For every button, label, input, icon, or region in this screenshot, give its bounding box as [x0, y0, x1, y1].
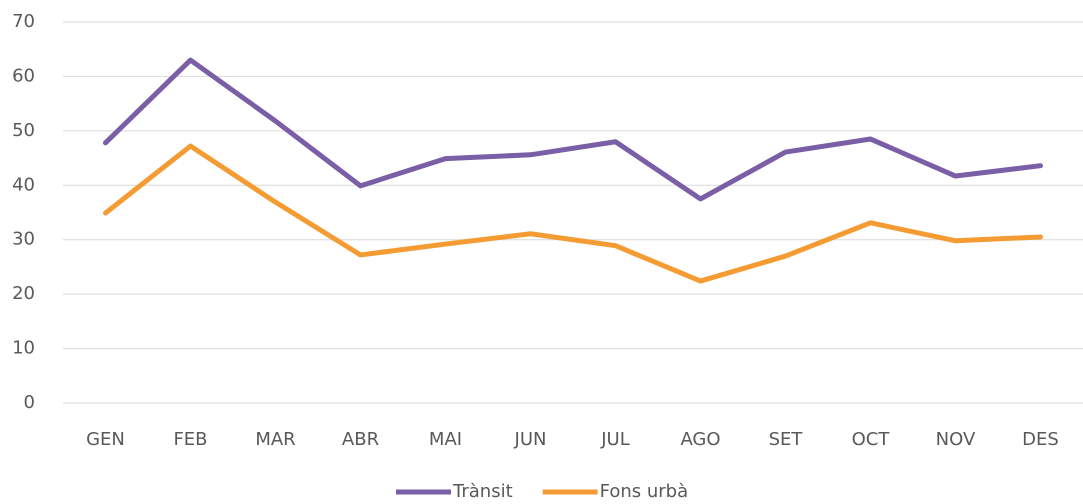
legend-label: Fons urbà [600, 481, 689, 502]
y-tick-label: 60 [12, 65, 35, 86]
x-tick-label: MAR [255, 429, 295, 450]
x-tick-label: NOV [936, 429, 976, 450]
y-tick-label: 10 [12, 338, 35, 359]
y-tick-label: 30 [12, 229, 35, 250]
y-tick-label: 20 [12, 283, 35, 304]
x-tick-label: OCT [852, 429, 891, 450]
y-tick-label: 40 [12, 174, 35, 195]
y-tick-label: 50 [12, 120, 35, 141]
y-tick-label: 0 [24, 392, 35, 413]
x-tick-label: SET [769, 429, 804, 450]
x-tick-label: FEB [173, 429, 207, 450]
legend-label: Trànsit [452, 481, 513, 502]
y-tick-label: 70 [12, 11, 35, 32]
series-line [103, 57, 1043, 202]
x-tick-label: MAI [429, 429, 462, 450]
series-line [103, 143, 1043, 284]
x-tick-label: JUL [600, 429, 630, 450]
x-tick-label: AGO [680, 429, 720, 450]
x-tick-label: DES [1022, 429, 1059, 450]
x-tick-label: JUN [514, 429, 547, 450]
x-tick-label: ABR [342, 429, 379, 450]
x-tick-label: GEN [86, 429, 125, 450]
